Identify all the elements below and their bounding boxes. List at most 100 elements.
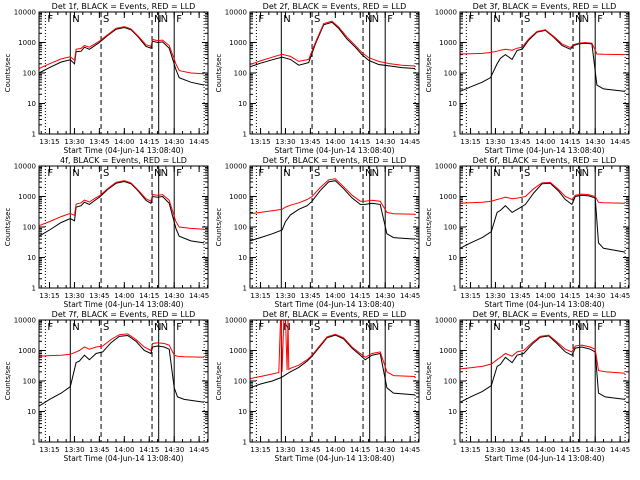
x-tick-label: 14:00 [114, 138, 134, 146]
marker-label: S [103, 322, 109, 333]
x-tick-label: 14:00 [535, 446, 555, 454]
y-tick-label: 10000 [435, 9, 457, 17]
y-tick-label: 100 [234, 224, 247, 232]
x-tick-label: 14:15 [139, 446, 159, 454]
y-tick-label: 10 [27, 100, 36, 108]
y-tick-label: 10000 [14, 9, 36, 17]
series-lld [459, 334, 626, 374]
plot-frame [38, 11, 209, 135]
y-tick-label: 10 [448, 100, 457, 108]
x-tick-label: 13:45 [300, 138, 320, 146]
y-tick-label: 100 [444, 70, 457, 78]
marker-label: S [314, 168, 320, 179]
x-tick-label: 14:45 [400, 292, 420, 300]
y-tick-label: 1000 [439, 193, 457, 201]
series-lld [249, 20, 416, 67]
marker-label: F [47, 14, 53, 25]
x-tick-label: 14:00 [325, 138, 345, 146]
x-tick-label: 13:30 [275, 138, 295, 146]
marker-label: N [72, 168, 79, 179]
marker-label: F [258, 168, 264, 179]
y-tick-label: 1000 [18, 39, 36, 47]
x-axis-label: Start Time (04-Jun-14 13:08:40) [275, 146, 395, 155]
series-events [38, 334, 205, 407]
marker-label: S [314, 322, 320, 333]
panel-title: Det 1f, BLACK = Events, RED = LLD [52, 2, 196, 11]
marker-label: N [372, 322, 379, 333]
x-tick-label: 13:15 [39, 446, 59, 454]
y-tick-label: 1 [243, 285, 247, 293]
x-tick-label: 14:30 [585, 446, 605, 454]
plot-frame [459, 11, 630, 135]
x-tick-label: 13:15 [39, 138, 59, 146]
y-tick-label: 1 [243, 131, 247, 139]
x-tick-label: 13:45 [300, 446, 320, 454]
y-tick-label: 1000 [439, 39, 457, 47]
y-axis-label: Counts/sec [215, 362, 223, 401]
plot-frame [249, 319, 420, 443]
y-axis-label: Counts/sec [425, 54, 433, 93]
y-tick-label: 10000 [225, 317, 247, 325]
panel-title: Det 5f, BLACK = Events, RED = LLD [263, 156, 407, 165]
series-lld [459, 181, 626, 204]
marker-label: F [387, 14, 393, 25]
marker-label: N [575, 14, 582, 25]
x-axis-label: Start Time (04-Jun-14 13:08:40) [64, 146, 184, 155]
x-tick-label: 13:15 [250, 446, 270, 454]
x-tick-label: 13:15 [250, 292, 270, 300]
x-tick-label: 13:15 [460, 446, 480, 454]
y-tick-label: 10 [27, 254, 36, 262]
y-axis-label: Counts/sec [4, 54, 12, 93]
plot-frame [249, 165, 420, 289]
x-tick-label: 13:30 [485, 446, 505, 454]
series-events [459, 182, 626, 253]
y-tick-label: 1000 [18, 347, 36, 355]
x-tick-label: 14:45 [610, 446, 630, 454]
y-tick-label: 100 [234, 378, 247, 386]
x-tick-label: 14:45 [189, 138, 209, 146]
y-axis-label: Counts/sec [425, 208, 433, 247]
marker-label: N [365, 168, 372, 179]
marker-label: N [575, 322, 582, 333]
y-tick-label: 10 [448, 408, 457, 416]
marker-label: F [258, 322, 264, 333]
x-tick-label: 14:45 [610, 292, 630, 300]
plot-frame [38, 319, 209, 443]
marker-label: N [72, 14, 79, 25]
marker-label: F [47, 322, 53, 333]
y-tick-label: 100 [23, 70, 36, 78]
marker-label: N [154, 168, 161, 179]
marker-label: S [103, 168, 109, 179]
panel-title: Det 8f, BLACK = Events, RED = LLD [263, 310, 407, 319]
series-events [249, 334, 416, 396]
plot-frame [38, 165, 209, 289]
x-tick-label: 14:30 [585, 292, 605, 300]
x-axis-label: Start Time (04-Jun-14 13:08:40) [64, 454, 184, 463]
y-tick-label: 1000 [229, 193, 247, 201]
panel-4: 4f, BLACK = Events, RED = LLD Counts/sec 1… [4, 156, 209, 309]
x-tick-label: 13:15 [39, 292, 59, 300]
panel-title: Det 9f, BLACK = Events, RED = LLD [473, 310, 617, 319]
x-tick-label: 13:30 [275, 292, 295, 300]
y-tick-label: 1 [32, 131, 36, 139]
marker-label: F [387, 168, 393, 179]
y-tick-label: 10 [448, 254, 457, 262]
y-tick-label: 10 [238, 100, 247, 108]
marker-label: N [493, 322, 500, 333]
y-tick-label: 100 [444, 378, 457, 386]
panel-8: Det 8f, BLACK = Events, RED = LLD Counts/… [215, 310, 420, 463]
marker-label: N [372, 168, 379, 179]
marker-label: N [575, 168, 582, 179]
x-tick-label: 14:15 [139, 138, 159, 146]
x-tick-label: 14:30 [164, 138, 184, 146]
x-tick-label: 14:30 [375, 446, 395, 454]
x-tick-label: 14:45 [610, 138, 630, 146]
x-tick-label: 13:45 [510, 138, 530, 146]
panel-title: Det 2f, BLACK = Events, RED = LLD [263, 2, 407, 11]
panel-3: Det 3f, BLACK = Events, RED = LLD Counts/… [425, 2, 630, 155]
x-tick-label: 13:45 [510, 292, 530, 300]
y-axis-label: Counts/sec [215, 54, 223, 93]
marker-label: S [524, 14, 530, 25]
x-tick-label: 14:00 [114, 446, 134, 454]
y-tick-label: 10000 [225, 163, 247, 171]
